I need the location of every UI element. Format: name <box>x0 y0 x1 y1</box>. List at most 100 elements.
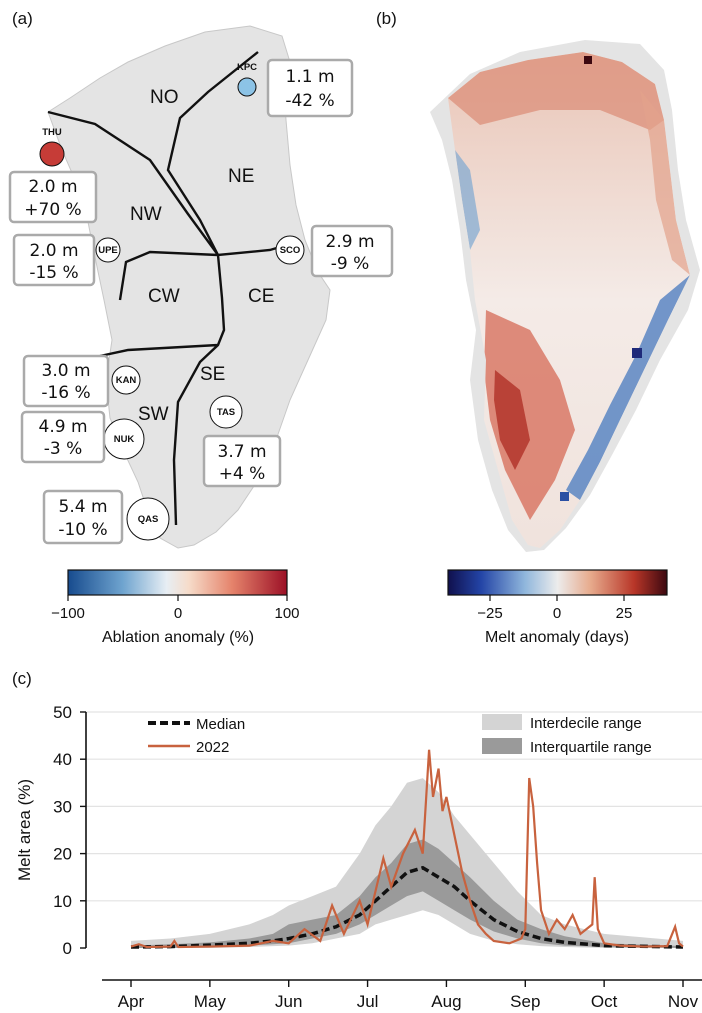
station-value: 2.9 m <box>326 232 375 252</box>
colorbar-tick-label: −100 <box>51 605 85 622</box>
station-tas: TAS 3.7 m +4 % <box>202 395 282 488</box>
station-code: KPC <box>237 62 257 73</box>
interquartile-band <box>131 839 683 948</box>
colorbar-tick-label: 25 <box>616 605 633 622</box>
legend-label-median: Median <box>196 716 245 733</box>
region-label-se: SE <box>200 364 225 385</box>
station-kpc: KPC 1.1 m -42 % <box>237 58 354 118</box>
y-tick-label: 50 <box>53 703 72 722</box>
colorbar-tick-label: 100 <box>274 605 299 622</box>
station-value: 3.7 m <box>218 442 267 462</box>
region-label-ne: NE <box>228 166 254 187</box>
station-box <box>202 434 282 488</box>
station-box <box>42 489 124 545</box>
melt-area-chart: 0 10 20 30 40 50 Apr May Jun Jul Aug Sep Oct Nov Mel… <box>15 703 702 1011</box>
x-tick-label: Sep <box>510 992 540 1011</box>
colorbar-label: Melt anomaly (days) <box>485 629 629 646</box>
station-change: +70 % <box>24 200 81 220</box>
region-label-cw: CW <box>148 286 180 307</box>
station-thu: THU 2.0 m +70 % <box>8 127 98 224</box>
station-code: KAN <box>116 375 137 386</box>
station-change: -9 % <box>331 254 370 274</box>
y-tick-label: 20 <box>53 845 72 864</box>
y-ticks: 0 10 20 30 40 50 <box>53 703 86 958</box>
legend-label-2022: 2022 <box>196 739 229 756</box>
station-change: +4 % <box>219 464 266 484</box>
panel-c-label: (c) <box>12 669 32 688</box>
x-tick-label: Oct <box>591 992 618 1011</box>
region-label-sw: SW <box>138 404 169 425</box>
station-box <box>20 410 106 464</box>
station-upe: UPE 2.0 m -15 % <box>12 233 121 287</box>
station-change: -16 % <box>41 383 90 403</box>
station-code: QAS <box>138 514 159 525</box>
x-tick-label: Jul <box>357 992 379 1011</box>
panel-b-label: (b) <box>376 9 397 28</box>
x-tick-label: Nov <box>668 992 699 1011</box>
region-label-ce: CE <box>248 286 274 307</box>
colorbar-gradient <box>447 569 668 596</box>
region-label-no: NO <box>150 87 179 108</box>
melt-anomaly-field <box>448 52 690 548</box>
station-box <box>22 354 110 408</box>
station-change: -42 % <box>285 91 334 111</box>
station-value: 2.0 m <box>30 241 79 261</box>
x-tick-label: Aug <box>431 992 461 1011</box>
legend-swatch-interquartile <box>482 738 522 754</box>
legend-swatch-interdecile <box>482 714 522 730</box>
legend-label-interdecile: Interdecile range <box>530 715 642 732</box>
station-code: TAS <box>217 407 235 418</box>
x-tick-label: Apr <box>118 992 145 1011</box>
station-value: 1.1 m <box>286 67 335 87</box>
station-nuk: NUK 4.9 m -3 % <box>20 410 145 464</box>
colorbar-tick-label: 0 <box>553 605 561 622</box>
x-ticks: Apr May Jun Jul Aug Sep Oct Nov <box>118 980 699 1011</box>
y-tick-label: 10 <box>53 892 72 911</box>
colorbar-label: Ablation anomaly (%) <box>102 629 254 646</box>
legend: Median 2022 Interdecile range Interquart… <box>148 714 652 756</box>
station-change: -10 % <box>58 520 107 540</box>
station-code: THU <box>42 127 62 138</box>
x-tick-label: Jun <box>275 992 302 1011</box>
y-axis-label: Melt area (%) <box>15 779 34 881</box>
y-tick-label: 0 <box>63 939 72 958</box>
colorbar-melt: −25 0 25 Melt anomaly (days) <box>447 569 668 646</box>
station-change: -3 % <box>44 439 83 459</box>
x-tick-label: May <box>194 992 227 1011</box>
station-value: 3.0 m <box>42 361 91 381</box>
station-sco: SCO 2.9 m -9 % <box>275 224 394 278</box>
greenland-map-a <box>47 25 331 549</box>
station-code: UPE <box>98 245 118 256</box>
legend-label-interquartile: Interquartile range <box>530 739 652 756</box>
station-value: 5.4 m <box>59 497 108 517</box>
station-box <box>266 58 354 118</box>
panel-a-label: (a) <box>12 9 33 28</box>
station-marker <box>275 235 305 265</box>
station-kan: KAN 3.0 m -16 % <box>22 354 141 408</box>
melt-anomaly-map <box>430 40 700 552</box>
station-value: 4.9 m <box>39 417 88 437</box>
colorbar-ablation: −100 0 100 Ablation anomaly (%) <box>51 569 300 646</box>
y-tick-label: 30 <box>53 797 72 816</box>
station-marker <box>126 497 170 541</box>
station-value: 2.0 m <box>29 177 78 197</box>
basin-divides <box>47 51 291 526</box>
station-box <box>310 224 394 278</box>
station-marker <box>95 237 121 263</box>
station-qas: QAS 5.4 m -10 % <box>42 489 170 545</box>
y-tick-label: 40 <box>53 750 72 769</box>
colorbar-gradient <box>67 569 288 596</box>
station-box <box>8 170 98 224</box>
station-marker <box>39 141 65 167</box>
station-marker <box>209 395 243 429</box>
station-marker <box>111 365 141 395</box>
region-labels: NO NE NW CW CE SE SW <box>130 87 274 425</box>
station-change: -15 % <box>29 263 78 283</box>
series-2022-line <box>130 749 684 949</box>
station-box <box>12 233 96 287</box>
region-label-nw: NW <box>130 204 162 225</box>
station-code: SCO <box>280 245 301 256</box>
colorbar-tick-label: −25 <box>477 605 502 622</box>
colorbar-tick-label: 0 <box>174 605 182 622</box>
